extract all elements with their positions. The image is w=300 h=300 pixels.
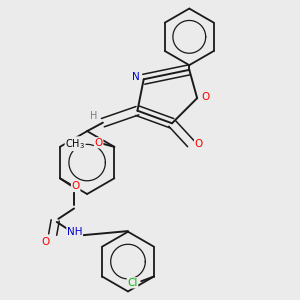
Text: H: H bbox=[90, 111, 97, 121]
Text: O: O bbox=[94, 138, 103, 148]
Text: N: N bbox=[132, 72, 140, 82]
Text: O: O bbox=[201, 92, 209, 102]
Text: NH: NH bbox=[67, 227, 83, 237]
Text: O: O bbox=[71, 182, 80, 191]
Text: O: O bbox=[42, 237, 50, 247]
Text: CH$_3$: CH$_3$ bbox=[65, 137, 85, 151]
Text: O: O bbox=[195, 139, 203, 149]
Text: Cl: Cl bbox=[127, 278, 138, 288]
